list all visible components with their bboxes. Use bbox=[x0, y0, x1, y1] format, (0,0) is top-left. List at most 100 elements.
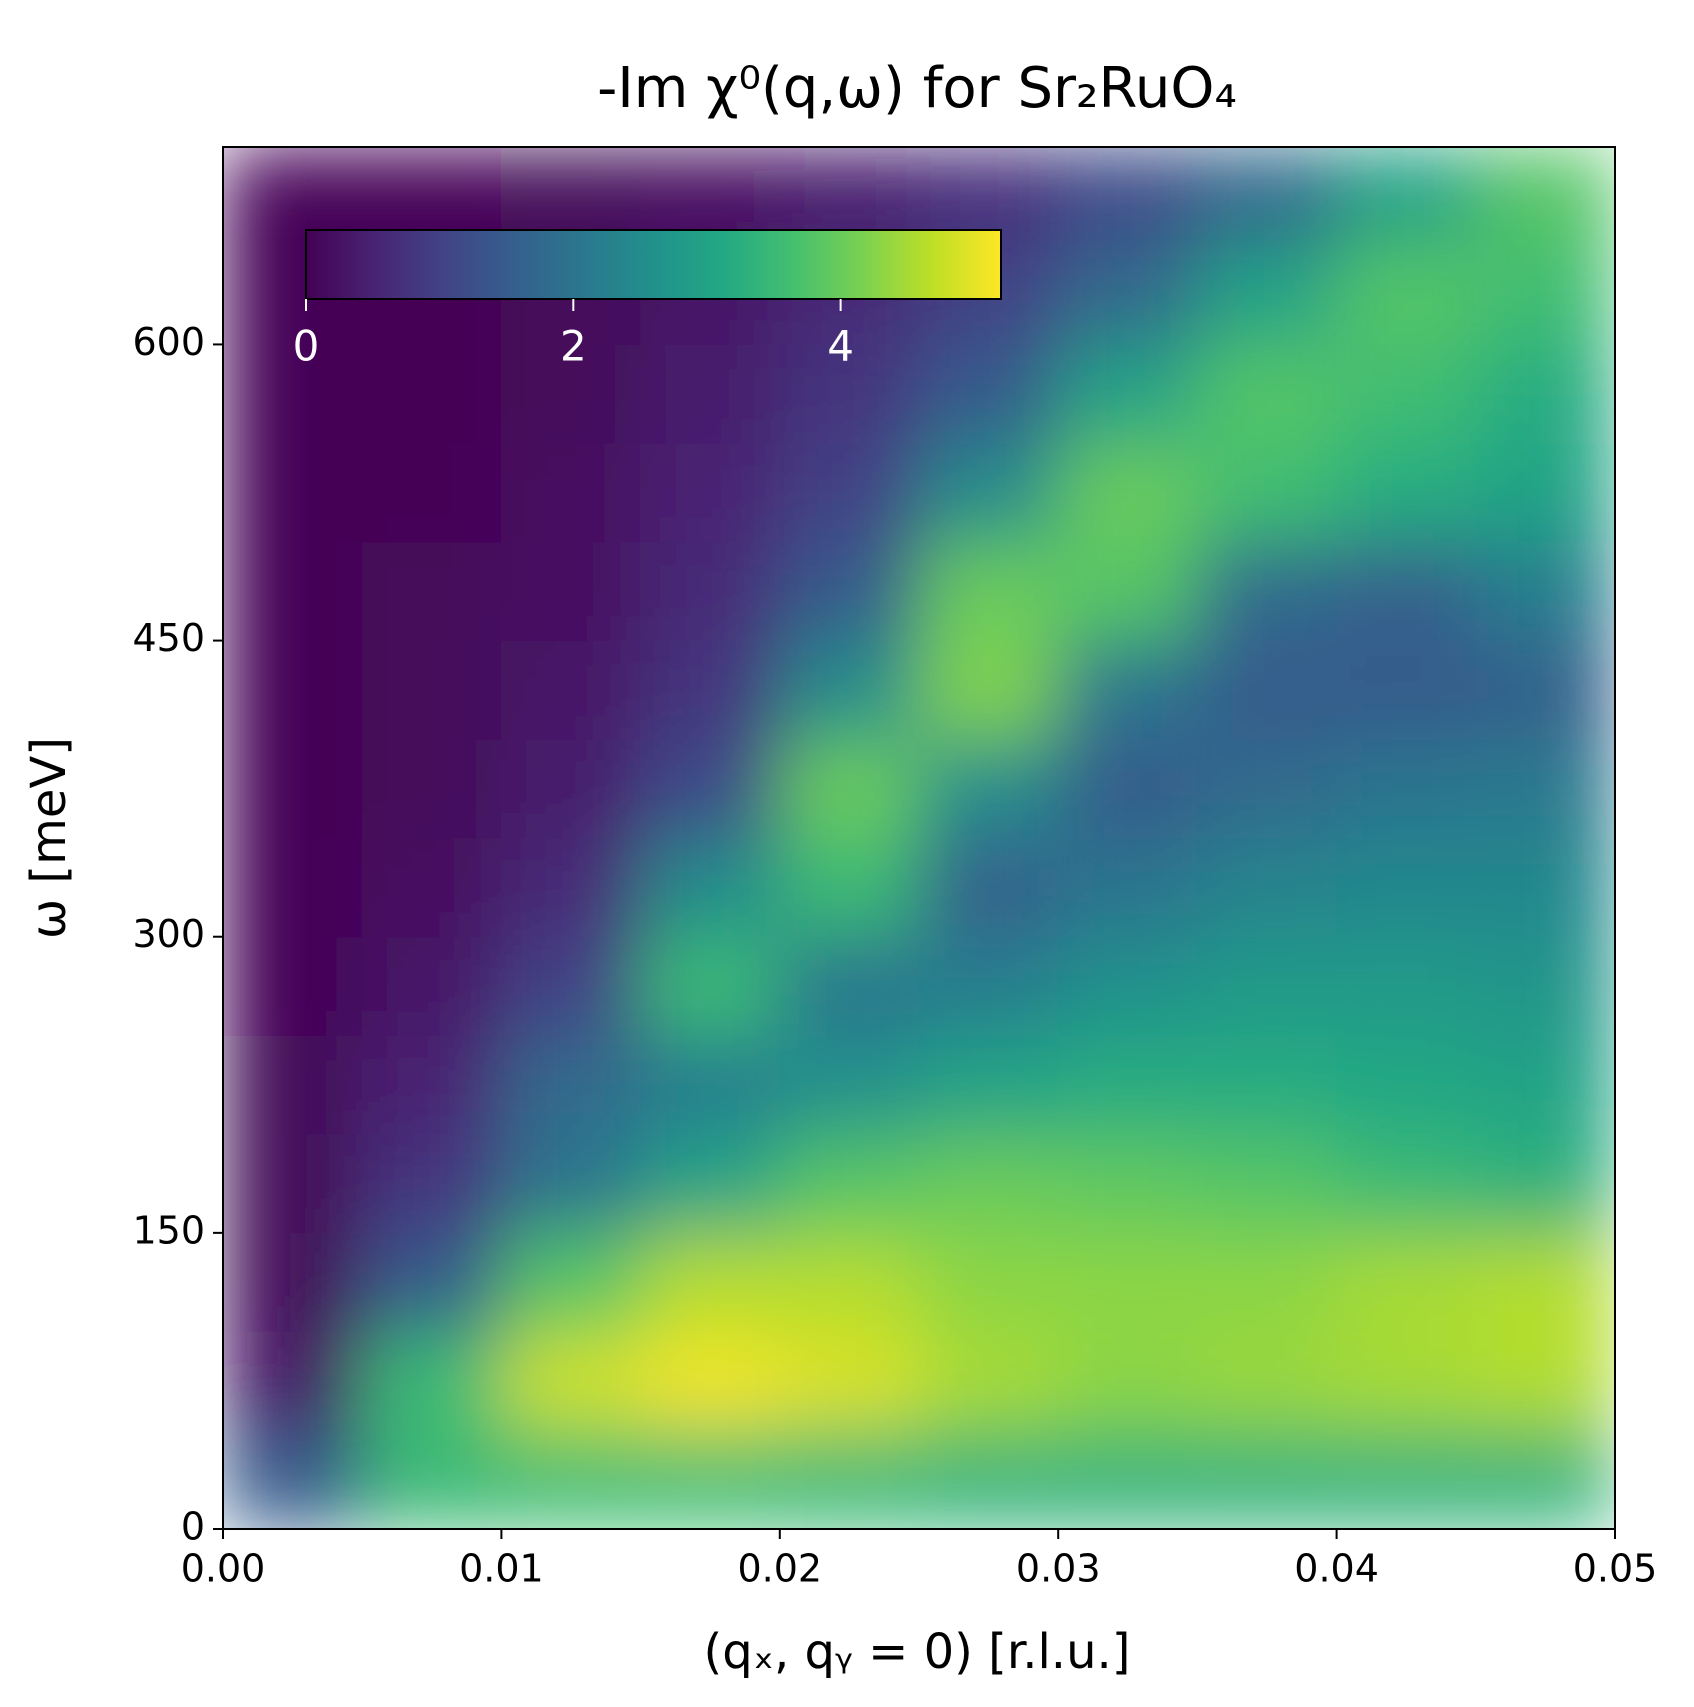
heat-cell bbox=[1336, 541, 1477, 642]
heat-cell bbox=[500, 1429, 642, 1529]
heat-cell bbox=[1475, 245, 1615, 345]
heat-cell bbox=[1057, 640, 1198, 740]
heat-cell bbox=[1336, 738, 1477, 839]
heat-cell bbox=[361, 1232, 502, 1333]
heat-cell bbox=[918, 1133, 1059, 1234]
y-axis-label: ω [meV] bbox=[21, 737, 77, 939]
y-tick-label: 0 bbox=[181, 1505, 205, 1549]
heat-cell bbox=[1336, 1034, 1477, 1135]
heat-cell bbox=[918, 738, 1059, 839]
heat-cell bbox=[1196, 245, 1338, 345]
heat-cell bbox=[500, 640, 642, 740]
heat-cell bbox=[361, 738, 502, 839]
heat-cell bbox=[918, 343, 1059, 444]
heat-cell bbox=[223, 1034, 363, 1135]
x-axis-label: (qₓ, qᵧ = 0) [r.l.u.] bbox=[704, 1624, 1131, 1680]
heatmap bbox=[223, 147, 1615, 1529]
heat-cell bbox=[361, 1034, 502, 1135]
heat-cell bbox=[1336, 1429, 1477, 1529]
heat-cell bbox=[640, 1232, 781, 1333]
heat-cell bbox=[1057, 245, 1198, 345]
heat-cell bbox=[1057, 442, 1198, 543]
heat-cell bbox=[640, 936, 781, 1036]
heat-cell bbox=[1196, 541, 1338, 642]
heat-cell bbox=[918, 541, 1059, 642]
heat-cell bbox=[223, 1429, 363, 1529]
heat-cell bbox=[223, 936, 363, 1036]
heat-cell bbox=[361, 442, 502, 543]
heat-cell bbox=[361, 343, 502, 444]
heat-cell bbox=[779, 738, 920, 839]
heat-cell bbox=[1336, 936, 1477, 1036]
heat-cell bbox=[1336, 245, 1477, 345]
heat-cell bbox=[1336, 343, 1477, 444]
plot-frame bbox=[222, 146, 1616, 1530]
heat-cell bbox=[1196, 936, 1338, 1036]
heat-cell bbox=[1057, 343, 1198, 444]
heat-cell bbox=[223, 738, 363, 839]
heat-cell bbox=[1057, 837, 1198, 938]
heat-cell bbox=[361, 936, 502, 1036]
heat-cell bbox=[1475, 147, 1615, 247]
heat-cell bbox=[918, 640, 1059, 740]
heat-cell bbox=[361, 1429, 502, 1529]
heat-cell bbox=[500, 442, 642, 543]
heat-cell bbox=[1196, 1133, 1338, 1234]
heat-cell bbox=[500, 541, 642, 642]
heat-cell bbox=[1336, 837, 1477, 938]
heat-cell bbox=[1196, 147, 1338, 247]
heat-cell bbox=[640, 343, 781, 444]
heat-cell bbox=[1475, 442, 1615, 543]
heat-cell bbox=[640, 1331, 781, 1431]
heat-cell bbox=[1336, 1331, 1477, 1431]
x-tick-label: 0.04 bbox=[1294, 1547, 1379, 1591]
heat-cell bbox=[1475, 541, 1615, 642]
heat-cell bbox=[1057, 1429, 1198, 1529]
heat-cell bbox=[779, 541, 920, 642]
heat-cell bbox=[361, 837, 502, 938]
heat-cell bbox=[1057, 1331, 1198, 1431]
heat-cell bbox=[223, 1232, 363, 1333]
heat-cell bbox=[1196, 343, 1338, 444]
heat-cell bbox=[918, 1429, 1059, 1529]
heat-cell bbox=[1336, 442, 1477, 543]
heat-cell bbox=[1475, 1034, 1615, 1135]
heat-cell bbox=[223, 1331, 363, 1431]
heat-cell bbox=[223, 640, 363, 740]
heat-cell bbox=[1196, 1429, 1338, 1529]
chart-title: -Im χ⁰(q,ω) for Sr₂RuO₄ bbox=[597, 56, 1237, 121]
heat-cell bbox=[1196, 1232, 1338, 1333]
heat-cell bbox=[223, 343, 363, 444]
heat-cell bbox=[1475, 837, 1615, 938]
heat-cell bbox=[361, 1133, 502, 1234]
heat-cell bbox=[1057, 147, 1198, 247]
heat-cell bbox=[918, 442, 1059, 543]
heat-cell bbox=[1196, 640, 1338, 740]
heat-cell bbox=[223, 541, 363, 642]
heat-cell bbox=[1475, 1429, 1615, 1529]
heat-cell bbox=[1057, 738, 1198, 839]
heat-cell bbox=[1196, 1034, 1338, 1135]
colorbar-tick-label: 2 bbox=[560, 322, 587, 371]
heat-cell bbox=[779, 1232, 920, 1333]
heat-cell bbox=[640, 541, 781, 642]
heat-cell bbox=[918, 1232, 1059, 1333]
heat-cell bbox=[223, 442, 363, 543]
heat-cell bbox=[1475, 1331, 1615, 1431]
heat-cell bbox=[918, 1331, 1059, 1431]
heat-cell bbox=[779, 1133, 920, 1234]
heat-cell bbox=[1057, 1133, 1198, 1234]
x-tick-label: 0.03 bbox=[1016, 1547, 1101, 1591]
heat-cell bbox=[361, 1331, 502, 1431]
heat-cell bbox=[640, 442, 781, 543]
heat-cell bbox=[223, 837, 363, 938]
heat-cell bbox=[918, 837, 1059, 938]
heat-cell bbox=[779, 1429, 920, 1529]
heat-cell bbox=[779, 640, 920, 740]
heat-cell bbox=[500, 936, 642, 1036]
heat-cell bbox=[640, 837, 781, 938]
heat-cell bbox=[500, 1034, 642, 1135]
heat-cell bbox=[500, 1331, 642, 1431]
heat-cell bbox=[1057, 936, 1198, 1036]
